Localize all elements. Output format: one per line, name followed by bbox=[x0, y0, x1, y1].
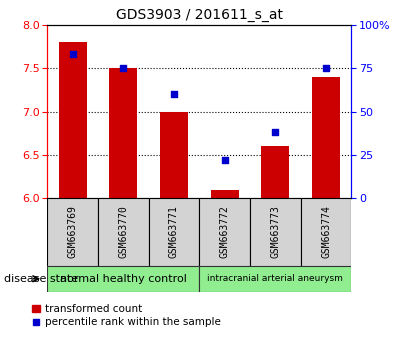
Bar bbox=[109, 68, 137, 198]
Point bbox=[272, 130, 279, 135]
Bar bbox=[47, 266, 199, 292]
Point bbox=[120, 65, 127, 71]
Point bbox=[323, 65, 329, 71]
Text: GSM663772: GSM663772 bbox=[220, 205, 230, 258]
Text: GSM663774: GSM663774 bbox=[321, 205, 331, 258]
Point bbox=[69, 51, 76, 57]
Text: GSM663773: GSM663773 bbox=[270, 205, 280, 258]
Bar bbox=[301, 198, 351, 266]
Bar bbox=[59, 42, 87, 198]
Bar bbox=[47, 198, 98, 266]
Bar bbox=[160, 112, 188, 198]
Bar bbox=[261, 146, 289, 198]
Bar bbox=[211, 190, 239, 198]
Bar bbox=[312, 77, 340, 198]
Bar bbox=[149, 198, 199, 266]
Text: normal healthy control: normal healthy control bbox=[60, 274, 187, 284]
Title: GDS3903 / 201611_s_at: GDS3903 / 201611_s_at bbox=[116, 8, 283, 22]
Bar bbox=[199, 198, 250, 266]
Bar bbox=[250, 198, 301, 266]
Point bbox=[171, 91, 177, 97]
Legend: transformed count, percentile rank within the sample: transformed count, percentile rank withi… bbox=[32, 304, 222, 327]
Bar bbox=[199, 266, 351, 292]
Text: GSM663771: GSM663771 bbox=[169, 205, 179, 258]
Text: disease state: disease state bbox=[4, 274, 78, 284]
Bar bbox=[98, 198, 149, 266]
Text: GSM663770: GSM663770 bbox=[118, 205, 128, 258]
Text: intracranial arterial aneurysm: intracranial arterial aneurysm bbox=[208, 274, 343, 283]
Text: GSM663769: GSM663769 bbox=[68, 205, 78, 258]
Point bbox=[222, 157, 228, 163]
